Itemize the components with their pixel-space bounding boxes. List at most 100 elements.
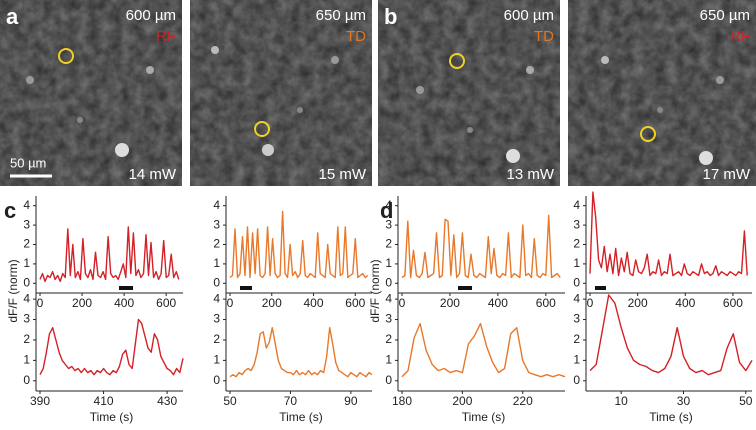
x-tick-label: 200 xyxy=(440,296,460,310)
y-tick-label: 2 xyxy=(385,332,392,346)
x-tick-label: 200 xyxy=(452,394,472,408)
mode-label: RF xyxy=(156,28,176,45)
y-tick-label: 4 xyxy=(385,198,392,212)
x-tick-label: 390 xyxy=(30,394,50,408)
y-tick-label: 4 xyxy=(573,198,580,212)
x-tick-label: 400 xyxy=(304,296,324,310)
y-tick-label: 1 xyxy=(23,353,30,367)
y-tick-label: 0 xyxy=(213,373,220,387)
x-tick-label: 50 xyxy=(739,394,753,408)
trace xyxy=(589,191,748,277)
y-tick-label: 1 xyxy=(573,256,580,270)
x-tick-label: 0 xyxy=(37,296,44,310)
x-tick-label: 410 xyxy=(94,394,114,408)
power-label: 14 mW xyxy=(128,166,176,183)
trace xyxy=(589,294,753,376)
y-tick-label: 0 xyxy=(573,275,580,289)
y-tick-label: 3 xyxy=(385,217,392,231)
trace xyxy=(401,214,561,279)
y-tick-label: 0 xyxy=(23,373,30,387)
panel-label: c xyxy=(4,198,16,223)
x-tick-label: 0 xyxy=(227,296,234,310)
y-tick-label: 1 xyxy=(573,353,580,367)
x-tick-label: 400 xyxy=(114,296,134,310)
x-tick-label: 50 xyxy=(223,394,237,408)
y-tick-label: 2 xyxy=(385,237,392,251)
y-tick-label: 2 xyxy=(573,237,580,251)
y-tick-label: 1 xyxy=(23,256,30,270)
x-tick-label: 400 xyxy=(675,296,695,310)
x-tick-label: 0 xyxy=(399,296,406,310)
stimulus-bar xyxy=(119,286,133,290)
y-tick-label: 0 xyxy=(385,275,392,289)
x-tick-label: 90 xyxy=(344,394,358,408)
x-tick-label: 600 xyxy=(536,296,556,310)
x-tick-label: 180 xyxy=(392,394,412,408)
power-label: 17 mW xyxy=(702,166,750,183)
stimulus-bar xyxy=(595,286,606,290)
power-label: 15 mW xyxy=(318,166,366,183)
trace xyxy=(39,226,180,283)
x-tick-label: 600 xyxy=(723,296,743,310)
x-tick-label: 600 xyxy=(345,296,365,310)
y-axis-label: dF/F (norm) xyxy=(6,259,20,322)
x-tick-label: 30 xyxy=(677,394,691,408)
y-tick-label: 4 xyxy=(23,291,30,305)
y-tick-label: 3 xyxy=(385,312,392,326)
y-tick-label: 2 xyxy=(213,332,220,346)
image-panel xyxy=(0,0,182,186)
panel-label: d xyxy=(380,198,393,223)
x-tick-label: 10 xyxy=(614,394,628,408)
y-tick-label: 4 xyxy=(573,291,580,305)
depth-label: 650 µm xyxy=(700,7,750,24)
x-tick-label: 200 xyxy=(262,296,282,310)
depth-label: 600 µm xyxy=(504,7,554,24)
y-tick-label: 3 xyxy=(573,217,580,231)
panel-label: a xyxy=(6,4,19,29)
y-tick-label: 4 xyxy=(213,198,220,212)
y-tick-label: 4 xyxy=(213,291,220,305)
y-tick-label: 0 xyxy=(573,373,580,387)
power-label: 13 mW xyxy=(506,166,554,183)
trace xyxy=(229,327,373,378)
y-tick-label: 2 xyxy=(23,237,30,251)
y-tick-label: 4 xyxy=(385,291,392,305)
panel-label: b xyxy=(384,4,397,29)
y-tick-label: 0 xyxy=(23,275,30,289)
x-tick-label: 220 xyxy=(513,394,533,408)
y-tick-label: 4 xyxy=(23,198,30,212)
x-tick-label: 430 xyxy=(157,394,177,408)
stimulus-bar xyxy=(458,286,472,290)
x-tick-label: 400 xyxy=(488,296,508,310)
scale-bar-label: 50 µm xyxy=(10,155,46,170)
mode-label: TD xyxy=(346,28,366,45)
image-panel xyxy=(378,0,560,186)
depth-label: 650 µm xyxy=(316,7,366,24)
y-tick-label: 2 xyxy=(23,332,30,346)
y-tick-label: 3 xyxy=(23,217,30,231)
x-tick-label: 70 xyxy=(284,394,298,408)
x-axis-label: Time (s) xyxy=(279,410,323,424)
depth-label: 600 µm xyxy=(126,7,176,24)
x-tick-label: 0 xyxy=(587,296,594,310)
y-tick-label: 1 xyxy=(385,353,392,367)
mode-label: RF xyxy=(730,28,750,45)
y-axis-label: dF/F (norm) xyxy=(368,259,382,322)
trace xyxy=(39,318,184,376)
y-tick-label: 1 xyxy=(213,256,220,270)
y-tick-label: 0 xyxy=(385,373,392,387)
y-tick-label: 3 xyxy=(213,312,220,326)
x-axis-label: Time (s) xyxy=(649,410,693,424)
y-tick-label: 2 xyxy=(573,332,580,346)
y-tick-label: 2 xyxy=(213,237,220,251)
x-axis-label: Time (s) xyxy=(462,410,506,424)
x-tick-label: 200 xyxy=(72,296,92,310)
trace xyxy=(401,322,566,378)
y-tick-label: 3 xyxy=(573,312,580,326)
trace xyxy=(229,210,369,279)
y-tick-label: 3 xyxy=(213,217,220,231)
y-tick-label: 1 xyxy=(385,256,392,270)
y-tick-label: 3 xyxy=(23,312,30,326)
mode-label: TD xyxy=(534,28,554,45)
